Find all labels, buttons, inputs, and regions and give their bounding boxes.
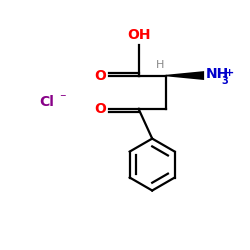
Text: Cl: Cl [40,94,54,108]
Polygon shape [166,71,204,80]
Text: H: H [156,60,164,70]
Text: O: O [94,68,106,82]
Text: +: + [224,68,234,78]
Text: O: O [94,102,106,116]
Text: 3: 3 [221,76,228,86]
Text: NH: NH [206,67,229,81]
Text: OH: OH [127,28,150,42]
Text: ⁻: ⁻ [59,92,66,105]
